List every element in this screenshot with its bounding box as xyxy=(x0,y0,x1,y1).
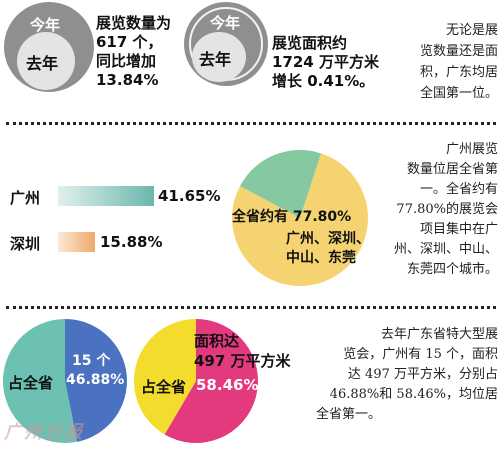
bar-city-label-shenzhen: 深圳 xyxy=(10,233,40,254)
note-line: 积，广东均居 xyxy=(390,62,498,83)
count-pie-line: 15 个 xyxy=(66,352,124,371)
count-pie-line: 46.88% xyxy=(66,371,124,390)
count-pie-left-label: 占全省 xyxy=(8,372,53,393)
section3-note: 去年广东省特大型展 览会，广州有 15 个，面积 达 497 万平方米，分别占 … xyxy=(314,325,498,425)
note-line: 览数量还是面 xyxy=(390,41,498,62)
note-line: 达 497 万平方米，分别占 xyxy=(314,365,498,385)
note-line: 46.88%和 58.46%，均位居 xyxy=(314,385,498,405)
area-comparison-circle: 今年 去年 xyxy=(184,2,268,86)
count-caption: 展览数量为 617 个， 同比增加 13.84% xyxy=(96,14,171,90)
note-line: 数量位居全省第 xyxy=(378,160,498,180)
note-line: 去年广东省特大型展 xyxy=(314,325,498,345)
area-caption-line: 1724 万平方米 xyxy=(272,53,379,72)
note-line: 州、深圳、中山、 xyxy=(378,240,498,260)
section-divider xyxy=(6,122,496,125)
note-line: 全国第一位。 xyxy=(390,83,498,104)
note-line: 无论是展 xyxy=(390,20,498,41)
pie-bottom-line: 广州、深圳、 xyxy=(286,230,370,249)
count-pie-right-label: 15 个 46.88% xyxy=(66,352,124,390)
note-line: 东莞四个城市。 xyxy=(378,260,498,280)
last-year-inner-circle: 去年 xyxy=(17,32,75,90)
count-caption-line: 13.84% xyxy=(96,71,171,90)
count-caption-line: 同比增加 xyxy=(96,52,171,71)
note-line: 项目集中在广 xyxy=(378,220,498,240)
count-caption-line: 展览数量为 xyxy=(96,14,171,33)
newspaper-watermark-logo: 广州日报 xyxy=(4,418,84,444)
pie-top-label: 全省约有 77.80% xyxy=(232,206,351,226)
note-line: 览会，广州有 15 个，面积 xyxy=(314,345,498,365)
note-line: 一。全省约有 xyxy=(378,180,498,200)
bar-guangzhou xyxy=(58,186,154,206)
note-line: 广州展览 xyxy=(378,140,498,160)
area-pie-value-label: 58.46% xyxy=(196,376,258,394)
last-year-circle-fill: 去年 xyxy=(192,32,246,82)
section-divider xyxy=(6,306,496,309)
count-comparison-circle: 今年 去年 xyxy=(4,2,94,92)
bar-value-shenzhen: 15.88% xyxy=(100,233,162,251)
last-year-circle-label: 去年 xyxy=(199,46,231,70)
bar-value-guangzhou: 41.65% xyxy=(158,187,220,205)
area-caption: 展览面积约 1724 万平方米 增长 0.41%。 xyxy=(272,34,379,91)
area-caption-line: 展览面积约 xyxy=(272,34,379,53)
last-year-circle-label: 去年 xyxy=(26,50,58,74)
area-caption-line: 增长 0.41%。 xyxy=(272,72,379,91)
bar-shenzhen xyxy=(58,232,95,252)
area-pie-top-line: 497 万平方米 xyxy=(194,351,291,371)
area-pie-top-line: 面积达 xyxy=(194,331,291,351)
count-caption-line: 617 个， xyxy=(96,33,171,52)
pie-bottom-label: 广州、深圳、 中山、东莞 xyxy=(286,230,370,268)
area-pie-top-label: 面积达 497 万平方米 xyxy=(194,331,291,371)
bar-city-label-guangzhou: 广州 xyxy=(10,187,40,208)
pie-bottom-line: 中山、东莞 xyxy=(286,249,370,268)
note-line: 全省第一。 xyxy=(314,405,498,425)
section1-note: 无论是展 览数量还是面 积，广东均居 全国第一位。 xyxy=(390,20,498,104)
area-pie-left-label: 占全省 xyxy=(141,376,186,397)
note-line: 77.80%的展览会 xyxy=(378,200,498,220)
section2-note: 广州展览 数量位居全省第 一。全省约有 77.80%的展览会 项目集中在广 州、… xyxy=(378,140,498,280)
